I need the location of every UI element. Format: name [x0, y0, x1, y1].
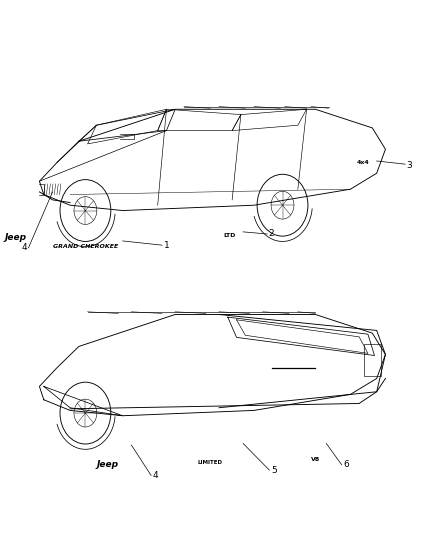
Text: 5: 5: [271, 466, 277, 474]
Text: 2: 2: [269, 230, 274, 238]
Text: GRAND CHEROKEE: GRAND CHEROKEE: [53, 244, 118, 249]
Bar: [364, 344, 381, 376]
Text: Jeep: Jeep: [96, 461, 118, 469]
Text: LTD: LTD: [224, 232, 236, 238]
Text: 4: 4: [153, 471, 158, 480]
Text: LIMITED: LIMITED: [198, 460, 223, 465]
Text: Jeep: Jeep: [4, 233, 26, 241]
Text: 3: 3: [406, 161, 413, 169]
Text: 4: 4: [21, 244, 27, 252]
Text: 4x4: 4x4: [357, 160, 370, 165]
Text: 1: 1: [163, 241, 170, 249]
Text: V8: V8: [311, 457, 320, 462]
Text: 6: 6: [343, 461, 349, 469]
